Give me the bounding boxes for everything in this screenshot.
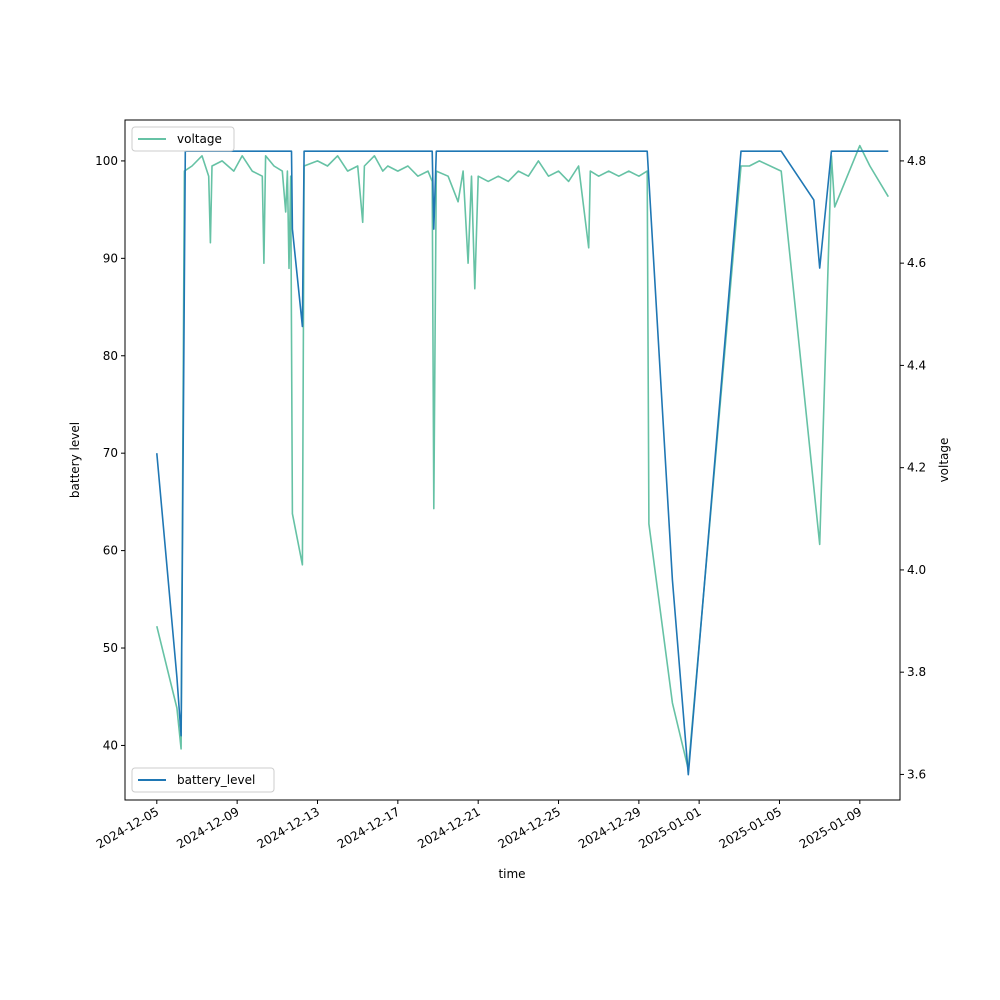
y-right-tick-label: 4.8 xyxy=(907,154,926,168)
y-left-tick-label: 40 xyxy=(103,738,118,752)
y-axis-right-label: voltage xyxy=(937,438,951,483)
y-right-tick-label: 4.4 xyxy=(907,358,926,372)
legend-box xyxy=(131,126,235,152)
y-left-tick-label: 60 xyxy=(103,544,118,558)
y-right-tick-label: 4.2 xyxy=(907,461,926,475)
x-axis-label: time xyxy=(498,867,525,881)
y-left-tick-label: 50 xyxy=(103,641,118,655)
y-right-tick-label: 4.6 xyxy=(907,256,926,270)
y-right-tick-label: 3.8 xyxy=(907,665,926,679)
y-right-tick-label: 3.6 xyxy=(907,767,926,781)
y-right-tick-label: 4.0 xyxy=(907,563,926,577)
legend-label-voltage: voltage xyxy=(177,132,222,146)
y-left-tick-label: 100 xyxy=(95,154,118,168)
series-line-voltage xyxy=(156,144,889,771)
legend-battery-level: battery_level xyxy=(131,767,275,793)
legend-voltage: voltage xyxy=(131,126,235,152)
legend-label-battery-level: battery_level xyxy=(177,773,255,787)
y-left-tick-label: 70 xyxy=(103,446,118,460)
legend-box xyxy=(131,767,275,793)
y-left-tick-label: 90 xyxy=(103,251,118,265)
plot-frame xyxy=(124,119,901,801)
y-axis-left: 40 50 60 70 80 90 100 xyxy=(95,154,125,752)
y-axis-right: 3.6 3.8 4.0 4.2 4.4 4.6 4.8 xyxy=(900,154,926,781)
y-left-tick-label: 80 xyxy=(103,349,118,363)
y-axis-left-label: battery level xyxy=(68,422,82,498)
